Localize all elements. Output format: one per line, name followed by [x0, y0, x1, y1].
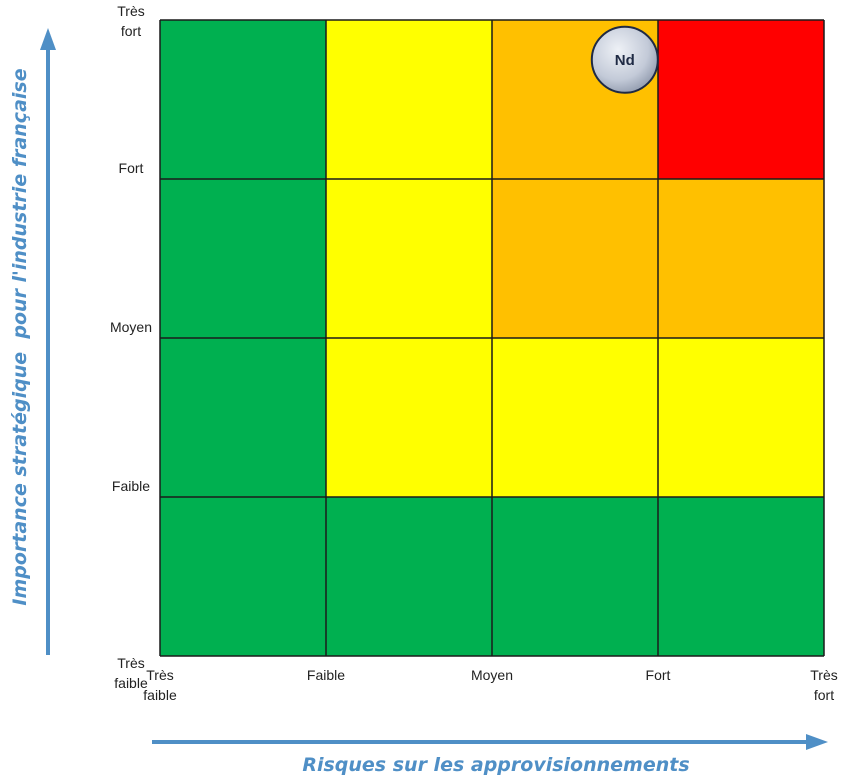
- chart-markers: Nd: [590, 25, 659, 94]
- marker-label: Nd: [615, 52, 635, 69]
- y-tick-label: Très fort: [117, 3, 144, 39]
- matrix-gridlines: [159, 19, 825, 657]
- x-axis-ticks: Très faible Faible Moyen Fort Très fort: [143, 667, 837, 703]
- matrix-cell: [160, 179, 326, 338]
- y-axis-arrow: [40, 28, 56, 655]
- matrix-cell: [492, 497, 658, 656]
- matrix-cell: [160, 338, 326, 497]
- x-tick-label: Très faible: [143, 667, 177, 703]
- matrix-cell: [160, 497, 326, 656]
- x-tick-label: Très fort: [810, 667, 837, 703]
- matrix-cell: [492, 338, 658, 497]
- matrix-cell: [492, 179, 658, 338]
- x-tick-label: Fort: [646, 667, 671, 683]
- y-axis-ticks: Très faible Faible Moyen Fort Très fort: [110, 3, 152, 691]
- matrix-cell: [658, 20, 824, 179]
- matrix-cell: [326, 338, 492, 497]
- y-axis-title: Importance stratégique pour l'industrie …: [9, 68, 31, 605]
- matrix-cell: [658, 497, 824, 656]
- marker-bubble: [590, 25, 659, 94]
- matrix-cell: [326, 20, 492, 179]
- x-axis-arrow: [152, 734, 828, 750]
- matrix-cell: [326, 179, 492, 338]
- matrix-cells: [160, 20, 824, 656]
- matrix-cell: [160, 20, 326, 179]
- matrix-cell: [658, 179, 824, 338]
- x-tick-label: Faible: [307, 667, 345, 683]
- y-tick-label: Fort: [119, 160, 144, 176]
- x-tick-label: Moyen: [471, 667, 513, 683]
- matrix-cell: [658, 338, 824, 497]
- y-tick-label: Faible: [112, 478, 150, 494]
- matrix-cell: [326, 497, 492, 656]
- y-tick-label: Très faible: [114, 655, 148, 691]
- y-tick-label: Moyen: [110, 319, 152, 335]
- x-axis-title: Risques sur les approvisionnements: [302, 754, 689, 776]
